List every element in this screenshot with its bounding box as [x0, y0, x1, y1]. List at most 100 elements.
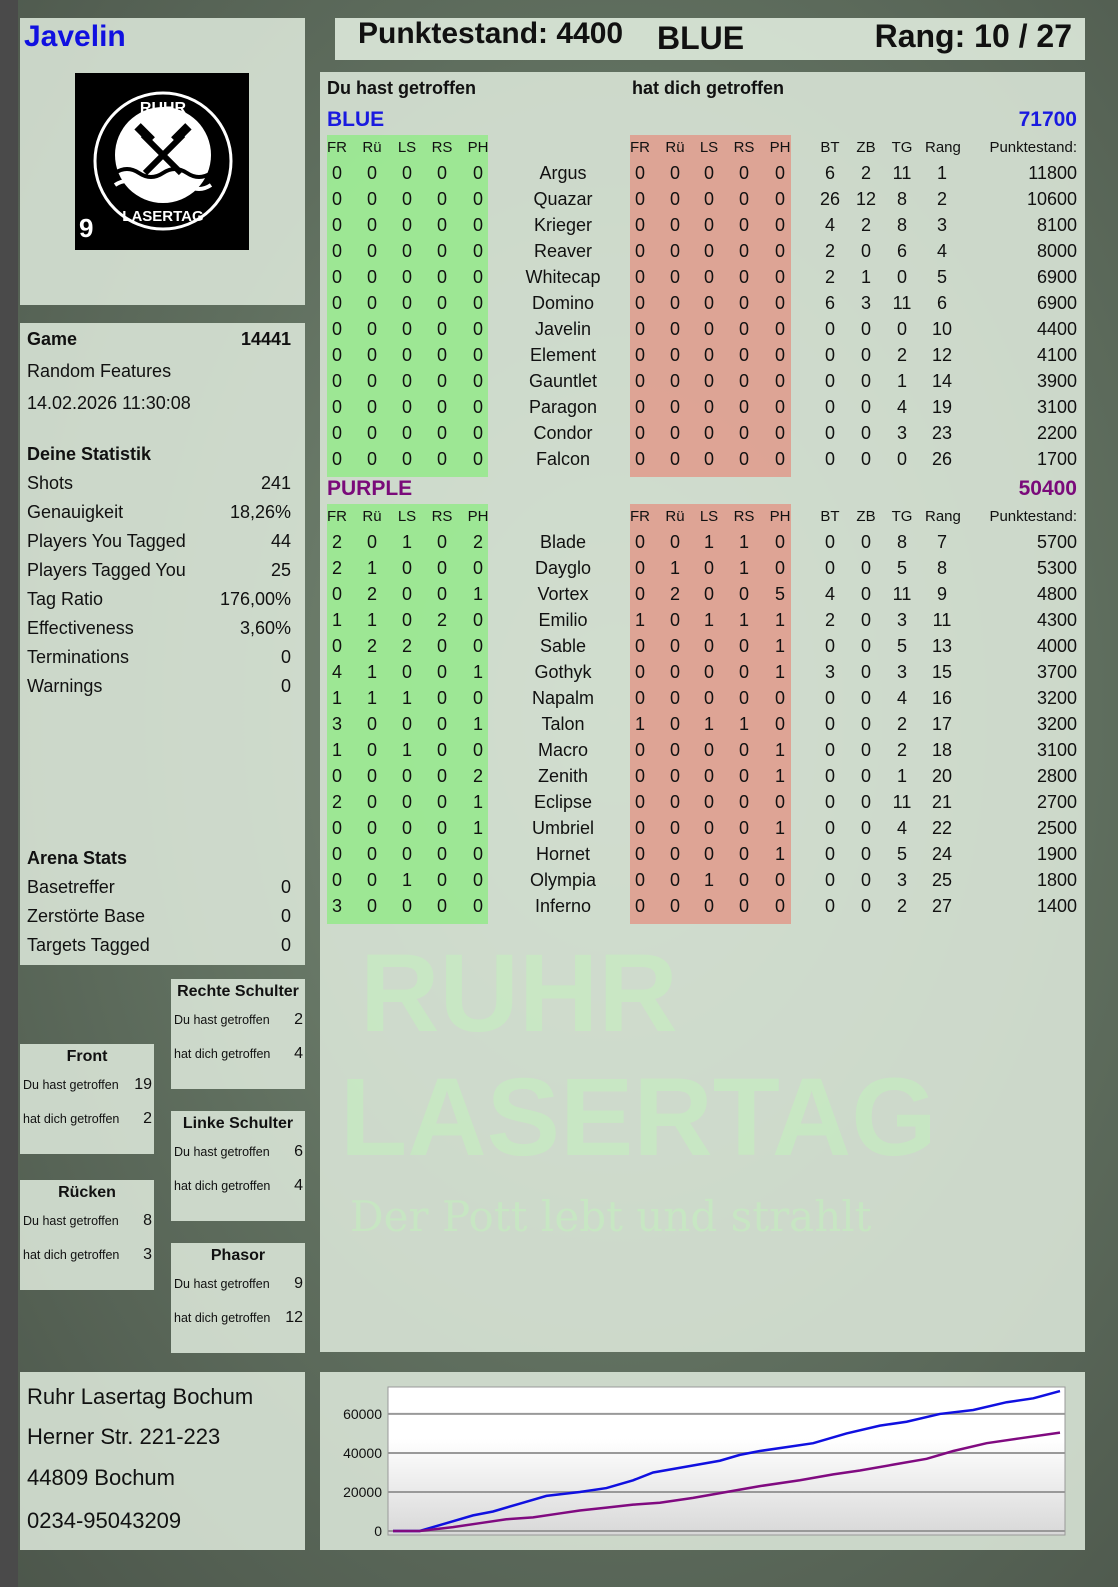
you-hit-cell: 0 [366, 293, 377, 313]
you-hit-cell: 4 [331, 662, 342, 682]
stat-value: 0 [280, 647, 291, 667]
stat-row: Effectiveness 3,60% [27, 618, 291, 644]
hit-you-cell: 1 [738, 558, 749, 578]
stat-cell: 0 [860, 371, 871, 391]
you-hit-cell: 0 [331, 215, 342, 235]
stat-cell: 0 [860, 345, 871, 365]
stat-cell: 3 [896, 423, 907, 443]
player-name-cell: Javelin [534, 319, 592, 339]
team-score: 71700 [1018, 108, 1077, 131]
player-name-cell: Inferno [534, 896, 592, 916]
you-hit-cell: 0 [401, 714, 412, 734]
player-name-cell: Umbriel [531, 818, 594, 838]
stat-cell: 5 [896, 636, 907, 656]
you-hit-cell: 0 [366, 818, 377, 838]
you-hit-cell: 0 [366, 896, 377, 916]
you-hit-cell: 0 [366, 766, 377, 786]
stat-cell: 3 [936, 215, 947, 235]
stat-cell: 8 [936, 558, 947, 578]
stat-cell: 4 [824, 215, 835, 235]
series-line-0 [393, 1389, 1061, 1533]
you-hit-cell: 0 [366, 241, 377, 261]
stat-cell: 12 [931, 345, 953, 365]
hit-you-cell: 0 [738, 319, 749, 339]
you-hit-cell: 0 [436, 870, 447, 890]
player-name-cell: Quazar [533, 189, 593, 209]
table-row: 0 0 1 0 0 Olympia 0 0 1 0 0 0 0 3 25 1800 [320, 868, 1085, 894]
table-row: 0 0 0 0 0 Hornet 0 0 0 0 1 0 0 5 24 1900 [320, 842, 1085, 868]
column-header: TG [891, 139, 913, 156]
you-hit-cell: 0 [366, 844, 377, 864]
stat-cell: 0 [860, 397, 871, 417]
stat-row: Terminations 0 [27, 647, 291, 673]
stat-cell: 23 [931, 423, 953, 443]
you-hit-cell: 2 [331, 558, 342, 578]
column-header: Rü [362, 508, 382, 525]
table-row: 1 0 1 0 0 Macro 0 0 0 0 1 0 0 2 18 3100 [320, 738, 1085, 764]
hit-you-cell: 0 [669, 397, 680, 417]
stat-cell: 2 [860, 215, 871, 235]
player-team: BLUE [657, 20, 745, 56]
stat-cell: 0 [824, 844, 835, 864]
player-name-cell: Reaver [533, 241, 593, 261]
hit-you-cell: 0 [669, 189, 680, 209]
stat-cell: 0 [860, 558, 871, 578]
stat-cell: 24 [931, 844, 953, 864]
player-score-cell: 5300 [1036, 558, 1077, 578]
hit-you-cell: 0 [634, 558, 645, 578]
hit-you-cell: 0 [669, 688, 680, 708]
hit-you-cell: 0 [634, 189, 645, 209]
you-hit-cell: 1 [472, 714, 483, 734]
you-hit-cell: 0 [331, 636, 342, 656]
player-score-cell: 2500 [1036, 818, 1077, 838]
you-hit-cell: 0 [436, 293, 447, 313]
hit-you-cell: 1 [703, 870, 714, 890]
hit-you-cell: 0 [774, 371, 785, 391]
stat-cell: 0 [824, 397, 835, 417]
hit-you-cell: 0 [774, 449, 785, 469]
hit-you-cell: 0 [774, 896, 785, 916]
stat-cell: 6 [824, 293, 835, 313]
stat-cell: 11 [892, 584, 912, 604]
hit-you-cell: 0 [703, 345, 714, 365]
you-hit-cell: 0 [472, 267, 483, 287]
you-hit-cell: 0 [331, 844, 342, 864]
game-row: Game 14441 [27, 329, 291, 355]
you-hit-cell: 0 [472, 371, 483, 391]
stat-cell: 0 [860, 870, 871, 890]
you-hit-cell: 3 [331, 896, 342, 916]
you-hit-cell: 1 [366, 688, 377, 708]
svg-text:RUHR: RUHR [140, 100, 187, 117]
stat-cell: 1 [860, 267, 871, 287]
svg-text:LASERTAG: LASERTAG [122, 208, 203, 225]
hit-you-cell: 1 [738, 714, 749, 734]
stat-value: 0 [280, 676, 291, 696]
stat-cell: 0 [860, 584, 871, 604]
stat-cell: 3 [824, 662, 835, 682]
stat-cell: 0 [824, 896, 835, 916]
stat-cell: 13 [931, 636, 953, 656]
hit-you-cell: 0 [669, 267, 680, 287]
hit-you-cell: 0 [738, 371, 749, 391]
column-header: Rü [665, 139, 685, 156]
hit-you-cell: 0 [703, 662, 714, 682]
player-score-cell: 1800 [1036, 870, 1077, 890]
hit-you-cell: 0 [738, 449, 749, 469]
stat-cell: 3 [896, 610, 907, 630]
stat-cell: 0 [896, 449, 907, 469]
stat-value: 0 [280, 935, 291, 955]
stat-cell: 16 [931, 688, 953, 708]
player-score-cell: 3700 [1036, 662, 1077, 682]
hit-you-cell: 0 [774, 163, 785, 183]
hit-you-cell: 1 [703, 714, 714, 734]
hit-you-cell: 0 [703, 636, 714, 656]
you-hit-cell: 0 [401, 449, 412, 469]
hit-you-cell: 0 [634, 662, 645, 682]
hit-you-cell: 0 [774, 397, 785, 417]
you-hit-cell: 2 [366, 584, 377, 604]
you-hit-cell: 0 [472, 896, 483, 916]
you-hit-cell: 0 [366, 215, 377, 235]
hit-you-cell: 0 [774, 423, 785, 443]
column-header: LS [397, 508, 417, 525]
hit-you-cell: 0 [634, 532, 645, 552]
